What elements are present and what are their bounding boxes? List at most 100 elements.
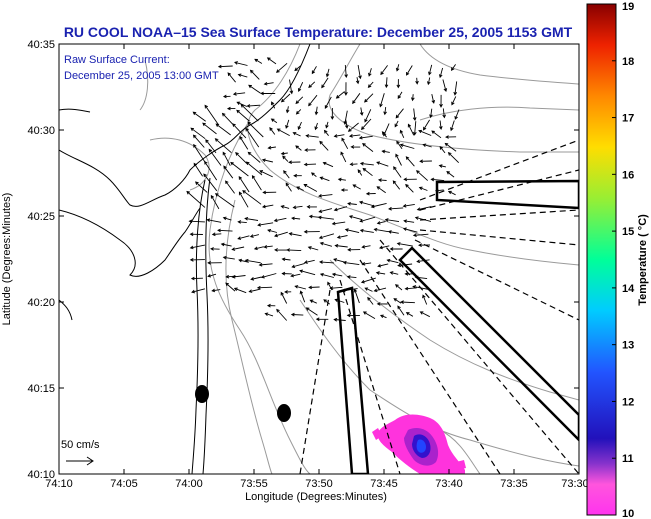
- current-vector-arrow: [389, 271, 399, 275]
- current-vector-arrow: [211, 232, 222, 237]
- current-vector-arrow: [405, 183, 414, 193]
- current-vector-arrow: [220, 242, 232, 247]
- scale-label: 50 cm/s: [61, 439, 100, 451]
- current-vector-arrow: [288, 232, 302, 237]
- current-vector-arrow: [311, 66, 317, 75]
- x-tick-label: 73:55: [240, 478, 268, 490]
- current-vector-arrow: [280, 151, 288, 156]
- current-vector-arrow: [206, 218, 222, 223]
- current-vector-arrow: [325, 68, 330, 78]
- current-vector-arrow: [269, 127, 276, 135]
- current-vector-arrow: [442, 79, 448, 92]
- current-vector-arrow: [392, 180, 401, 190]
- current-vector-arrow: [384, 218, 400, 223]
- current-vector-arrow: [317, 215, 334, 220]
- current-vector-arrow: [349, 162, 358, 167]
- current-vector-arrow: [362, 311, 376, 319]
- current-vector-arrow: [211, 288, 221, 293]
- current-vector-arrow: [412, 108, 417, 122]
- current-vector-arrow: [286, 248, 302, 252]
- current-vector-arrow: [222, 151, 231, 166]
- current-vector-arrow: [402, 203, 415, 208]
- current-vector-arrow: [318, 208, 333, 214]
- current-vector-arrow: [416, 259, 430, 264]
- inset-title: Raw Surface Current:: [64, 54, 170, 66]
- y-tick-label: 40:35: [27, 39, 55, 51]
- current-vector-arrow: [236, 109, 250, 122]
- current-vector-arrow: [407, 123, 415, 136]
- current-vector-arrow: [259, 170, 273, 178]
- current-vector-arrow: [281, 271, 292, 276]
- current-vector-arrow: [381, 131, 387, 138]
- current-vector-arrow: [203, 173, 218, 192]
- current-vector-arrow: [258, 262, 273, 267]
- current-vector-arrow: [208, 148, 222, 166]
- current-vector-arrow: [256, 285, 273, 290]
- current-vector-arrow: [333, 206, 348, 212]
- current-vector-arrow: [438, 164, 446, 168]
- transect-boxes: [336, 179, 579, 474]
- current-vector-arrow: [192, 134, 205, 148]
- x-tick-label: 73:40: [435, 478, 463, 490]
- current-vector-arrow: [308, 214, 320, 219]
- current-vector-arrow: [315, 317, 329, 322]
- current-vector-arrow: [439, 120, 443, 130]
- current-vector-arrow: [337, 177, 346, 182]
- y-tick-label: 40:10: [27, 469, 55, 481]
- current-vector-arrow: [263, 81, 274, 86]
- colorbar-tick-label: 10: [622, 508, 634, 519]
- current-vector-arrow: [280, 291, 288, 304]
- current-vector-arrow: [271, 101, 276, 109]
- current-vector-arrow: [358, 135, 373, 140]
- current-vector-arrow: [429, 108, 433, 119]
- current-vector-arrow: [204, 160, 218, 181]
- current-vector-arrow: [344, 228, 360, 234]
- station-marker-2: [277, 404, 291, 422]
- current-vector-arrow: [346, 313, 360, 318]
- current-vector-arrow: [281, 257, 291, 262]
- current-vector-arrow: [446, 171, 455, 178]
- current-vector-arrow: [210, 247, 220, 251]
- current-vector-arrow: [334, 243, 348, 248]
- current-vector-arrow: [406, 65, 413, 76]
- current-vector-arrow: [352, 184, 361, 190]
- x-tick-label: 74:10: [45, 478, 73, 490]
- current-vector-arrow: [233, 287, 247, 294]
- current-vector-arrow: [222, 255, 235, 260]
- current-vector-arrow: [260, 273, 277, 279]
- x-axis-ticks: 74:10 74:05 74:00 73:55 73:50 73:45 73:40 73:35…: [45, 44, 589, 490]
- current-vectors: [186, 57, 460, 322]
- current-vector-arrow: [451, 96, 457, 106]
- current-vector-arrow: [261, 158, 273, 163]
- current-vector-arrow: [190, 276, 203, 281]
- current-vector-arrow: [297, 121, 302, 131]
- current-vector-arrow: [394, 120, 399, 128]
- current-vector-arrow: [331, 272, 343, 277]
- current-vector-arrow: [264, 312, 274, 317]
- current-vector-arrow: [414, 275, 428, 280]
- x-tick-label: 74:05: [110, 478, 138, 490]
- current-vector-arrow: [285, 119, 290, 129]
- current-vector-arrow: [215, 123, 231, 136]
- current-vector-arrow: [380, 65, 388, 76]
- current-vector-arrow: [254, 58, 263, 64]
- current-vector-arrow: [370, 202, 387, 209]
- current-vector-arrow: [284, 290, 292, 294]
- x-tick-label: 73:30: [561, 478, 589, 490]
- current-vector-arrow: [418, 129, 432, 136]
- y-axis-label: Latitude (Degrees:Minutes): [1, 193, 13, 326]
- current-vector-arrow: [364, 287, 373, 292]
- current-vector-arrow: [319, 176, 330, 182]
- current-vector-arrow: [285, 106, 290, 114]
- current-vector-arrow: [445, 135, 457, 139]
- current-vector-arrow: [318, 194, 333, 198]
- current-vector-arrow: [389, 247, 403, 251]
- current-vector-arrow: [304, 148, 316, 152]
- current-vector-arrow: [447, 190, 456, 196]
- current-vector-arrow: [190, 127, 206, 140]
- current-vector-arrow: [205, 139, 217, 154]
- current-vector-arrow: [237, 235, 250, 240]
- current-vector-arrow: [410, 94, 415, 102]
- current-vector-arrow: [442, 108, 447, 119]
- current-vector-arrow: [267, 228, 278, 233]
